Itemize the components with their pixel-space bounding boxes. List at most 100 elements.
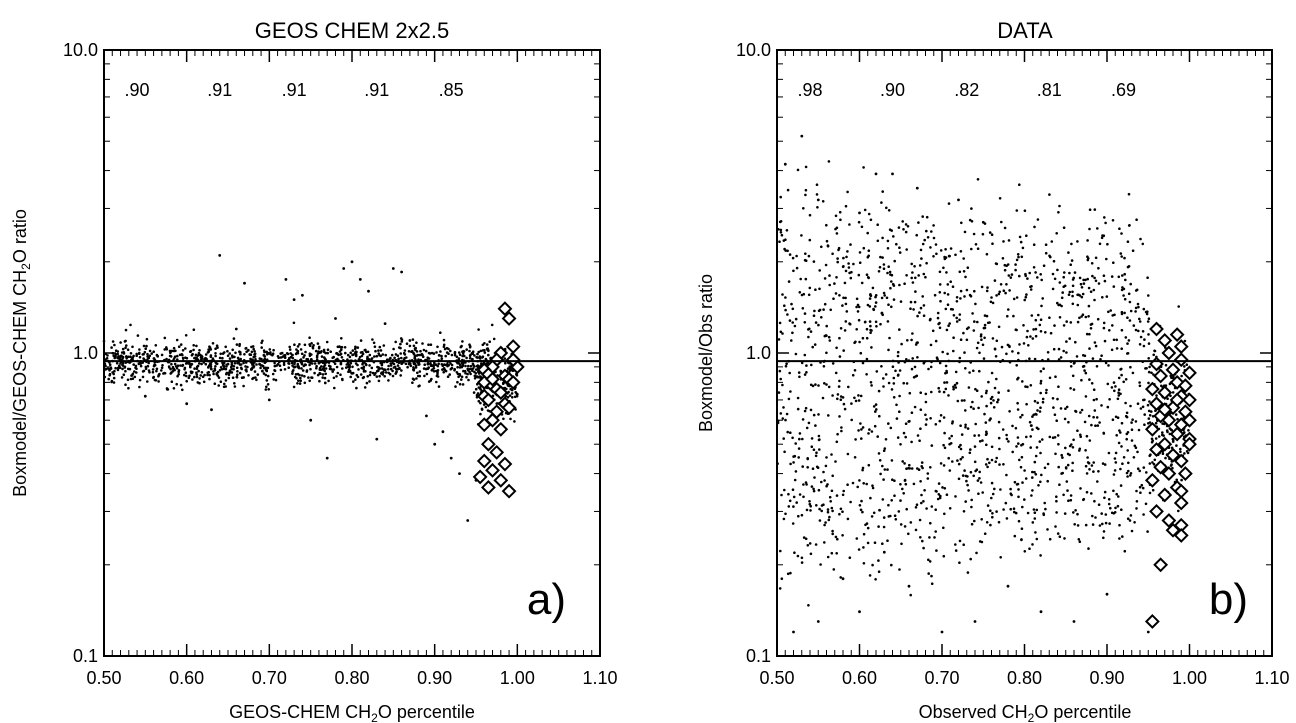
data-point — [1089, 327, 1093, 330]
data-point — [1177, 305, 1180, 308]
data-point — [1130, 428, 1134, 432]
data-point — [1148, 400, 1151, 403]
data-point — [825, 324, 828, 328]
data-point — [1145, 312, 1149, 316]
data-point — [105, 357, 109, 360]
data-point — [942, 554, 946, 558]
data-point — [949, 280, 952, 284]
data-point — [1011, 350, 1014, 353]
x-tick-label: 0.90 — [1089, 668, 1124, 688]
data-point — [986, 286, 989, 289]
data-point — [232, 367, 235, 371]
data-point — [465, 348, 469, 351]
data-point — [1117, 391, 1120, 395]
data-point — [969, 294, 973, 298]
data-point — [803, 409, 807, 413]
data-point — [831, 252, 834, 256]
data-point — [1118, 429, 1121, 432]
data-point — [303, 381, 307, 385]
data-point — [291, 370, 294, 373]
data-point — [1035, 446, 1039, 449]
data-point — [869, 328, 872, 332]
data-point — [382, 368, 386, 371]
data-point — [841, 510, 844, 513]
data-point — [789, 462, 792, 466]
data-point — [368, 380, 371, 383]
data-point — [411, 338, 415, 341]
data-point — [1079, 487, 1082, 490]
data-point — [865, 273, 869, 277]
data-point — [901, 487, 904, 491]
data-point — [962, 510, 966, 513]
data-point — [1042, 264, 1046, 268]
data-point — [982, 357, 986, 360]
data-point — [1148, 462, 1152, 465]
data-point — [265, 379, 269, 382]
data-point — [1041, 397, 1045, 401]
data-point — [1026, 277, 1029, 280]
data-point — [103, 367, 106, 371]
data-point — [192, 348, 195, 352]
data-point — [902, 492, 905, 495]
data-point — [294, 352, 298, 356]
data-point — [1075, 355, 1079, 358]
data-point — [426, 367, 430, 371]
data-point — [784, 364, 788, 368]
data-point — [503, 357, 507, 360]
data-point — [214, 352, 217, 355]
data-point — [994, 460, 997, 464]
data-point — [1086, 456, 1089, 459]
diamond-marker — [1173, 339, 1189, 354]
correlation-label: .82 — [954, 80, 979, 100]
x-tick-label: 0.60 — [169, 668, 204, 688]
data-point — [985, 521, 989, 524]
data-point — [1033, 517, 1037, 520]
data-point — [793, 324, 797, 328]
diamond-marker — [501, 400, 517, 416]
data-point — [1129, 514, 1133, 517]
data-point — [1033, 399, 1037, 403]
data-point — [911, 357, 914, 360]
data-point — [810, 437, 814, 440]
data-point — [977, 492, 980, 496]
data-point — [881, 190, 884, 193]
data-point — [887, 503, 890, 507]
data-point — [405, 342, 409, 346]
correlation-label: .90 — [880, 80, 905, 100]
data-point — [1147, 317, 1151, 321]
data-point — [1017, 519, 1021, 523]
data-point — [801, 465, 804, 468]
data-point — [999, 488, 1002, 491]
data-point — [865, 482, 868, 486]
data-point — [961, 456, 964, 459]
data-point — [877, 570, 881, 573]
data-point — [791, 522, 795, 525]
data-point — [1021, 380, 1024, 383]
data-point — [1127, 292, 1131, 296]
data-point — [1052, 406, 1055, 409]
data-point — [172, 357, 176, 360]
data-point — [1082, 354, 1085, 357]
data-point — [812, 489, 816, 493]
data-point — [980, 395, 983, 398]
y-axis-label: Boxmodel/Obs ratio — [696, 274, 716, 432]
data-point — [828, 515, 831, 519]
data-point — [938, 419, 942, 423]
data-point — [141, 375, 145, 379]
data-point — [829, 308, 832, 312]
data-point — [869, 496, 872, 500]
data-point — [816, 466, 820, 470]
data-point — [113, 343, 116, 347]
data-point — [244, 368, 248, 372]
data-point — [887, 381, 891, 385]
data-point — [910, 338, 913, 342]
data-point — [476, 356, 479, 359]
data-point — [465, 356, 468, 360]
data-point — [1033, 460, 1037, 464]
data-point — [1120, 508, 1123, 512]
data-point — [1031, 543, 1034, 546]
data-point — [229, 371, 232, 374]
x-tick-label: 0.80 — [334, 668, 369, 688]
data-point — [836, 257, 839, 260]
data-point — [326, 351, 330, 355]
